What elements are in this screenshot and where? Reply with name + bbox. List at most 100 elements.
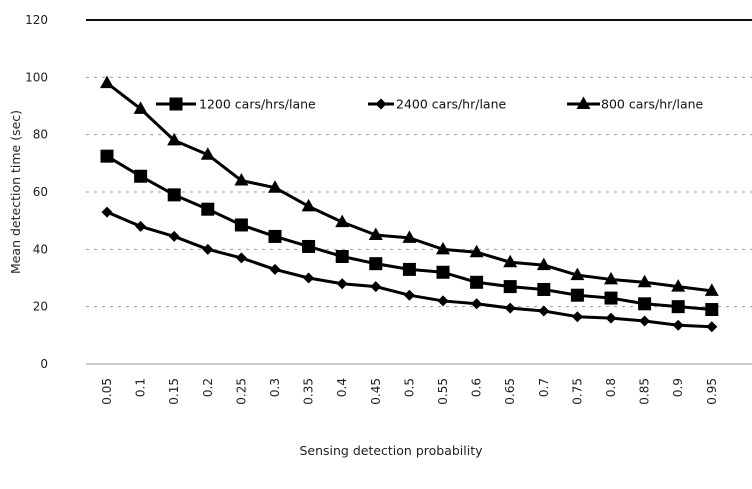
data-point: [638, 297, 652, 311]
data-point: [706, 321, 718, 333]
data-point: [134, 169, 148, 183]
legend: 1200 cars/hrs/lane 2400 cars/hr/lane 800 c…: [156, 96, 704, 112]
y-axis-title: Mean detection time (sec): [8, 110, 23, 274]
data-point: [604, 271, 618, 285]
data-point: [202, 243, 214, 255]
data-point: [537, 282, 551, 296]
x-tick-label: 0.8: [604, 378, 618, 397]
series-square: [100, 149, 719, 317]
x-tick-label: 0.7: [537, 378, 551, 397]
x-tick-label: 0.15: [167, 378, 181, 405]
x-tick-label: 0.9: [671, 378, 685, 397]
data-point: [637, 274, 652, 288]
legend-label: 800 cars/hr/lane: [601, 97, 704, 112]
data-point: [200, 147, 215, 160]
x-tick-label: 0.05: [100, 378, 114, 405]
data-point: [436, 241, 450, 255]
x-axis-title: Sensing detection probability: [299, 443, 483, 458]
data-point: [671, 279, 686, 292]
x-tick-label: 0.1: [134, 378, 148, 397]
legend-label: 1200 cars/hrs/lane: [199, 97, 316, 112]
x-tick-label: 0.55: [436, 378, 450, 405]
legend-marker: [375, 98, 387, 110]
data-point: [402, 262, 416, 276]
legend-marker: [169, 97, 183, 111]
data-point: [335, 250, 349, 263]
data-point: [368, 227, 383, 240]
x-tick-label: 0.95: [705, 378, 719, 405]
x-tick-labels: 0.05 0.1 0.15 0.2 0.25 0.3 0.35 0.4 0.45 0.5 0.55 0…: [100, 378, 719, 405]
data-series: [100, 75, 719, 333]
data-point: [370, 281, 382, 293]
x-tick-label: 0.6: [470, 378, 484, 397]
series-line: [106, 81, 712, 293]
x-tick-label: 0.5: [402, 378, 416, 397]
legend-label: 2400 cars/hr/lane: [396, 97, 507, 112]
data-point: [168, 230, 180, 242]
x-tick-label: 0.65: [503, 378, 517, 405]
data-point: [167, 132, 182, 146]
y-tick-label: 0: [40, 357, 48, 371]
data-point: [100, 75, 114, 89]
data-point: [503, 280, 517, 294]
x-tick-label: 0.35: [302, 378, 316, 405]
data-point: [504, 302, 516, 314]
data-point: [101, 206, 113, 218]
data-point: [269, 263, 281, 275]
y-tick-label: 40: [33, 242, 48, 256]
series-diamond: [101, 206, 718, 333]
data-point: [470, 275, 484, 289]
data-point: [303, 272, 315, 284]
y-tick-labels: 0 20 40 60 80 100 120: [25, 13, 48, 371]
legend-item: 1200 cars/hrs/lane: [156, 97, 316, 112]
data-point: [672, 319, 684, 331]
data-point: [301, 198, 316, 212]
data-point: [403, 289, 415, 301]
data-point: [133, 101, 148, 114]
data-point: [605, 312, 617, 324]
data-point: [268, 229, 282, 243]
data-point: [536, 257, 551, 271]
data-point: [201, 202, 215, 216]
x-tick-label: 0.75: [570, 378, 584, 405]
data-point: [570, 267, 585, 281]
data-point: [704, 283, 719, 296]
gridlines: [86, 19, 752, 365]
data-point: [503, 254, 518, 268]
data-point: [369, 257, 383, 271]
data-point: [437, 295, 449, 307]
data-point: [268, 180, 282, 193]
y-tick-label: 120: [25, 13, 48, 27]
x-tick-label: 0.4: [335, 378, 349, 397]
data-point: [167, 188, 181, 202]
data-point: [135, 220, 147, 232]
legend-marker: [576, 96, 591, 109]
y-tick-label: 80: [33, 128, 48, 142]
y-tick-label: 100: [25, 70, 48, 84]
data-point: [471, 298, 483, 310]
data-point: [402, 230, 417, 243]
x-tick-label: 0.85: [638, 378, 652, 405]
x-tick-label: 0.3: [268, 378, 282, 397]
data-point: [639, 315, 651, 327]
data-point: [234, 218, 248, 232]
x-tick-label: 0.25: [234, 378, 248, 405]
series-triangle: [100, 75, 719, 296]
x-tick-label: 0.45: [369, 378, 383, 405]
data-point: [571, 311, 583, 323]
data-point: [335, 214, 350, 228]
y-tick-label: 60: [33, 185, 48, 199]
x-tick-label: 0.2: [201, 378, 215, 397]
data-point: [235, 252, 247, 264]
data-point: [100, 149, 114, 163]
legend-item: 800 cars/hr/lane: [567, 96, 704, 112]
y-tick-label: 20: [33, 300, 48, 314]
data-point: [302, 239, 316, 253]
data-point: [604, 291, 618, 305]
data-point: [538, 305, 550, 317]
data-point: [570, 288, 584, 302]
data-point: [469, 244, 484, 258]
data-point: [336, 278, 348, 290]
data-point: [705, 303, 719, 317]
